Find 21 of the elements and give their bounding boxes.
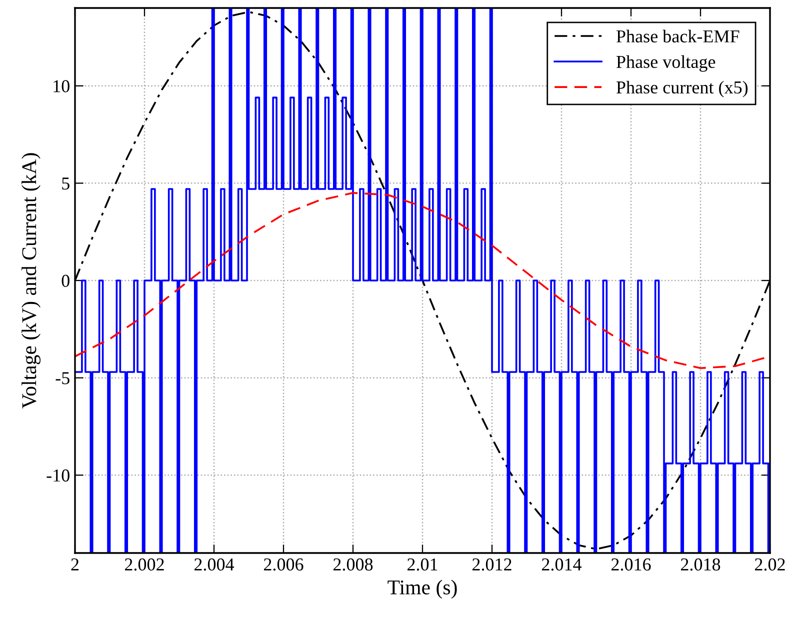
legend-label: Phase voltage <box>616 55 716 72</box>
y-tick-label: 0 <box>62 274 70 287</box>
x-tick-label: 2.014 <box>542 558 582 571</box>
legend-label: Phase back-EMF <box>616 30 740 42</box>
x-tick-label: 2.016 <box>611 558 651 571</box>
y-tick-label: -5 <box>56 372 70 384</box>
x-tick-label: 2.006 <box>264 558 304 571</box>
x-tick-label: 2.012 <box>472 558 512 571</box>
x-tick-label: 2.002 <box>124 558 164 571</box>
x-tick-label: 2.008 <box>333 558 373 571</box>
y-tick-label: 5 <box>62 178 70 190</box>
x-tick-label: 2.018 <box>680 558 720 571</box>
x-axis-title: Time (s) <box>388 580 457 599</box>
x-tick-label: 2.01 <box>407 558 438 571</box>
legend-label: Phase current (x5) <box>616 80 748 98</box>
x-tick-label: 2.004 <box>194 558 234 571</box>
y-axis-title: Voltage (kV) and Current (kA) <box>22 153 41 409</box>
x-tick-label: 2 <box>71 558 79 570</box>
y-tick-label: -10 <box>46 469 70 482</box>
y-tick-label: 10 <box>54 80 70 92</box>
x-tick-label: 2.02 <box>754 558 785 571</box>
